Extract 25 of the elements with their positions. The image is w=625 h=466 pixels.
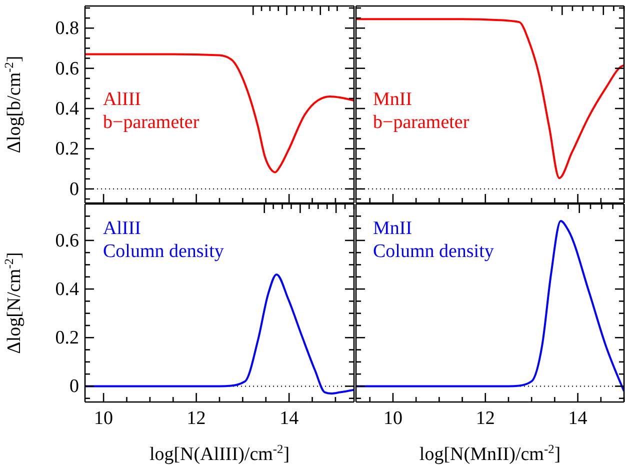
annotation: MnII	[373, 217, 414, 240]
y-tick-label: 0.2	[55, 328, 79, 349]
x-axis-title: log[N(MnII)/cm$^{-2}$]	[419, 442, 561, 465]
x-tick-label: 12	[476, 408, 495, 429]
x-tick-label: 14	[568, 408, 588, 429]
x-axis-title: log[N(AlIII)/cm$^{-2}$]	[149, 442, 290, 465]
y-tick-label: 0.4	[55, 98, 80, 120]
y-tick-label: 0	[70, 376, 79, 398]
x-tick-label: 12	[186, 408, 206, 429]
annotation: b−parameter	[373, 111, 470, 134]
x-tick-label: 10	[383, 408, 402, 429]
y-tick-label: 0.2	[55, 138, 79, 160]
annotation: b−parameter	[103, 111, 200, 134]
y-tick-label: 0.6	[55, 230, 79, 252]
annotation: Column density	[103, 240, 224, 263]
annotation: AlIII	[103, 88, 142, 111]
annotation: AlIII	[103, 217, 142, 240]
y-tick-label: 0.4	[55, 279, 80, 300]
annotation: MnII	[373, 88, 414, 111]
y-tick-label: 0.6	[55, 58, 79, 80]
x-tick-label: 10	[94, 408, 114, 429]
y-tick-label: 0	[70, 178, 79, 200]
x-tick-label: 14	[280, 408, 300, 429]
y-tick-label: 0.8	[55, 18, 79, 40]
annotation: Column density	[373, 240, 494, 263]
